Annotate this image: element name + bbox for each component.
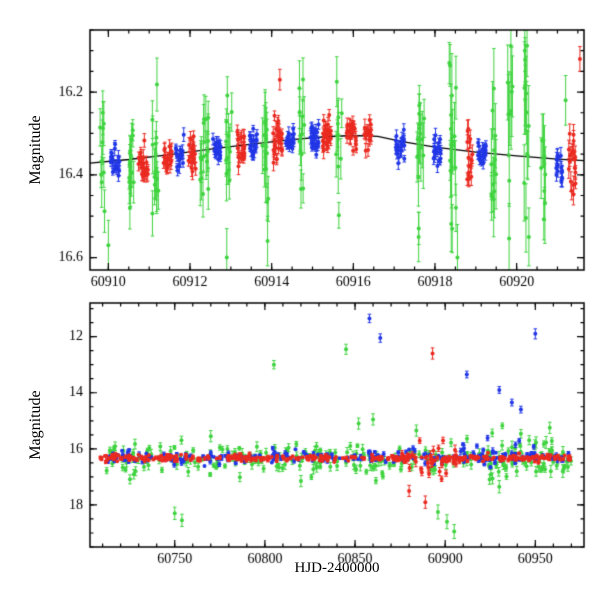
light-curves-canvas (0, 0, 600, 600)
light-curve-figure: Magnitude Magnitude HJD-2400000 (0, 0, 600, 600)
